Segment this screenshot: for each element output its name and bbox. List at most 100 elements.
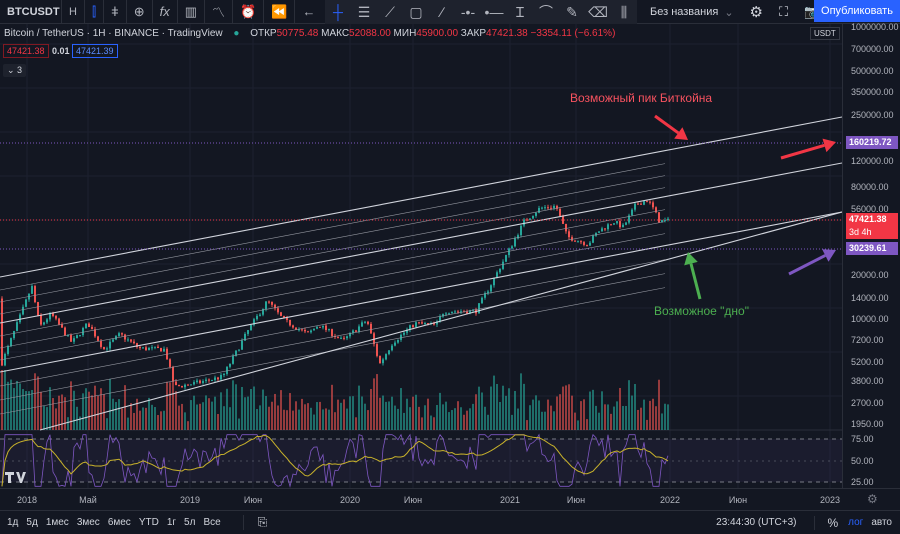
rsi-label: 75.00 bbox=[851, 434, 874, 444]
goto-date-icon[interactable]: ⎘ bbox=[242, 515, 267, 530]
candle-body bbox=[34, 286, 36, 303]
range-button[interactable]: 5д bbox=[26, 517, 38, 528]
support-line bbox=[39, 211, 842, 431]
gear-icon[interactable]: ⚙ bbox=[749, 4, 763, 21]
undo-icon[interactable]: ← bbox=[302, 4, 316, 19]
volume-bar bbox=[595, 405, 597, 430]
volume-bar bbox=[61, 394, 63, 430]
range-button[interactable]: YTD bbox=[138, 517, 159, 528]
currency-label[interactable]: USDT bbox=[810, 27, 840, 40]
volume-bar bbox=[376, 374, 378, 430]
volume-bar bbox=[238, 418, 240, 430]
chevron-down-icon[interactable]: ⌄ bbox=[724, 6, 734, 19]
add-compare-icon[interactable]: ⊕ bbox=[127, 0, 153, 24]
candle-body bbox=[346, 336, 348, 339]
templates-icon[interactable]: 〽 bbox=[205, 0, 234, 24]
close-label: ЗАКР bbox=[460, 28, 487, 39]
candle-body bbox=[310, 330, 312, 333]
candle-body bbox=[649, 201, 651, 203]
trendline-icon[interactable]: ⟋ bbox=[385, 3, 395, 20]
brush-icon[interactable]: ✎ bbox=[566, 3, 578, 20]
sell-button[interactable]: 47421.38 bbox=[3, 44, 49, 58]
volume-bar bbox=[481, 392, 483, 430]
horizontal-line-icon[interactable]: •— bbox=[484, 4, 504, 20]
candle-body bbox=[82, 328, 84, 336]
volume-bar bbox=[97, 395, 99, 430]
text-icon[interactable]: Ɪ bbox=[516, 3, 524, 20]
volume-bar bbox=[622, 405, 624, 430]
candle-body bbox=[235, 350, 237, 356]
volume-bar bbox=[655, 406, 657, 430]
buy-button[interactable]: 47421.39 bbox=[72, 44, 118, 58]
volume-bar bbox=[286, 410, 288, 430]
curve-icon[interactable]: ⌒ bbox=[539, 4, 553, 20]
peak-level-arrow bbox=[780, 143, 825, 160]
candle-body bbox=[106, 348, 108, 350]
layout-menu[interactable]: Без названия ⌄ ⚙ ⛶ 📷 bbox=[650, 0, 820, 24]
interval-button[interactable]: H bbox=[62, 0, 85, 24]
tradingview-logo-mark bbox=[5, 472, 26, 483]
candle-body bbox=[379, 355, 381, 364]
range-button[interactable]: 5л bbox=[184, 517, 196, 528]
volume-bar bbox=[82, 393, 84, 430]
fullscreen-icon[interactable]: ⛶ bbox=[779, 4, 789, 19]
channel-fan-line bbox=[0, 209, 666, 337]
crosshair-icon[interactable]: ┼ bbox=[333, 4, 343, 20]
replay-icon[interactable]: ⏪ bbox=[264, 0, 296, 24]
volume-bar bbox=[598, 412, 600, 430]
candle-body bbox=[16, 322, 18, 331]
clock[interactable]: 23:44:30 (UTC+3) bbox=[716, 517, 797, 528]
volume-bar bbox=[484, 406, 486, 430]
chart-canvas[interactable] bbox=[0, 24, 842, 488]
peak-level-tag: 160219.72 bbox=[846, 136, 898, 149]
volume-bar bbox=[397, 408, 399, 430]
volume-bar bbox=[523, 383, 525, 430]
volume-bar bbox=[331, 384, 333, 430]
percent-toggle[interactable]: % bbox=[814, 515, 838, 530]
range-button[interactable]: 3мес bbox=[76, 517, 100, 528]
candle-body bbox=[547, 207, 549, 209]
candles-icon[interactable]: ⫿ bbox=[85, 0, 105, 24]
ray-icon[interactable]: ∕ bbox=[440, 4, 444, 20]
log-toggle[interactable]: лог bbox=[848, 517, 864, 528]
time-axis-settings-icon[interactable]: ⚙ bbox=[867, 492, 878, 506]
symbol-search[interactable]: BTCUSDT bbox=[0, 0, 62, 24]
range-button[interactable]: 1д bbox=[7, 517, 19, 528]
time-axis[interactable]: ⚙ 2018 Май 2019 Июн 2020 Июн 2021 Июн 2022 Июн 2023 bbox=[0, 488, 900, 510]
auto-toggle[interactable]: авто bbox=[871, 517, 892, 528]
peak-annotation[interactable]: Возможный пик Биткойна bbox=[570, 91, 713, 105]
volume-bar bbox=[439, 392, 441, 430]
volume-bar bbox=[478, 386, 480, 430]
range-button[interactable]: 1мес bbox=[45, 517, 69, 528]
rectangle-icon[interactable]: ▢ bbox=[409, 3, 423, 20]
range-button[interactable]: 1г bbox=[166, 517, 177, 528]
price-axis[interactable]: 1000000.00 700000.00 500000.00 350000.00 250… bbox=[842, 22, 900, 488]
layout-name[interactable]: Без названия bbox=[650, 6, 719, 18]
indicators-collapse-button[interactable]: ⌄ 3 bbox=[3, 64, 27, 77]
volume-bar bbox=[328, 409, 330, 430]
bottom-arrow bbox=[689, 263, 702, 300]
horizontal-ray-icon[interactable]: -•- bbox=[460, 4, 476, 20]
bars-icon[interactable]: ǂ bbox=[104, 0, 127, 24]
range-button[interactable]: 6мес bbox=[107, 517, 131, 528]
volume-bar bbox=[220, 392, 222, 430]
candle-body bbox=[403, 332, 405, 335]
low-label: МИН bbox=[393, 28, 417, 39]
long-position-icon[interactable]: ⫼ bbox=[620, 3, 628, 20]
financials-icon[interactable]: ▥ bbox=[178, 0, 206, 24]
volume-bar bbox=[373, 378, 375, 430]
publish-button[interactable]: Опубликовать bbox=[814, 0, 900, 22]
indicators-icon[interactable]: fx bbox=[153, 0, 178, 24]
volume-bar bbox=[115, 402, 117, 430]
volume-bar bbox=[517, 408, 519, 430]
lines-icon[interactable]: ☰ bbox=[357, 3, 371, 20]
alert-icon[interactable]: ⏰ bbox=[233, 0, 265, 24]
candle-body bbox=[127, 339, 129, 341]
bottom-annotation[interactable]: Возможное "дно" bbox=[654, 304, 749, 318]
volume-bar bbox=[172, 375, 174, 430]
volume-bar bbox=[616, 401, 618, 430]
tradingview-logo bbox=[5, 472, 26, 483]
eraser-icon[interactable]: ⌫ bbox=[588, 3, 608, 20]
range-button[interactable]: Все bbox=[203, 517, 221, 528]
volume-bar bbox=[310, 407, 312, 430]
